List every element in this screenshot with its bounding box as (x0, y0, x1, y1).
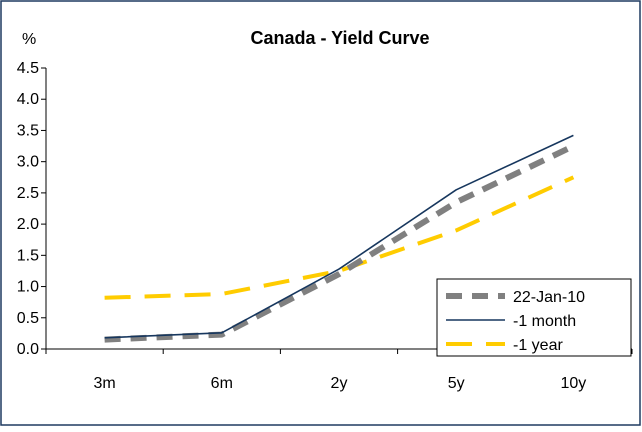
x-tick-label: 3m (93, 375, 115, 392)
y-tick-label: 2.5 (17, 185, 39, 202)
y-tick-group: 0.0 0.5 1.0 1.5 2.0 2.5 3.0 3.5 4.0 4.5 (17, 60, 46, 358)
y-tick-label: 1.5 (17, 247, 39, 264)
series-line-0 (104, 143, 575, 343)
x-tick-label: 2y (331, 375, 348, 392)
x-tick-label: 6m (211, 375, 233, 392)
y-tick-label: 0.5 (17, 310, 39, 327)
y-tick-label: 1.0 (17, 279, 39, 296)
x-tick-label: 10y (561, 375, 587, 392)
y-tick-label: 0.0 (17, 341, 39, 358)
y-tick-label: 3.0 (17, 154, 39, 171)
y-tick-label: 3.5 (17, 122, 39, 139)
series-line-2 (104, 175, 575, 300)
series-line-1 (104, 134, 574, 339)
legend-label-1: -1 month (513, 313, 576, 330)
chart-title: Canada - Yield Curve (250, 28, 429, 48)
series-group (104, 134, 575, 343)
legend-label-2: -1 year (513, 337, 563, 354)
y-tick-label: 4.5 (17, 60, 39, 77)
x-tick-label: 5y (448, 375, 465, 392)
legend-label-0: 22-Jan-10 (513, 289, 585, 306)
y-tick-label: 2.0 (17, 216, 39, 233)
y-axis-label: % (22, 31, 36, 48)
x-tick-group: 3m 6m 2y 5y 10y (45, 349, 633, 392)
legend: 22-Jan-10 -1 month -1 year (436, 278, 632, 357)
y-tick-label: 4.0 (17, 91, 39, 108)
